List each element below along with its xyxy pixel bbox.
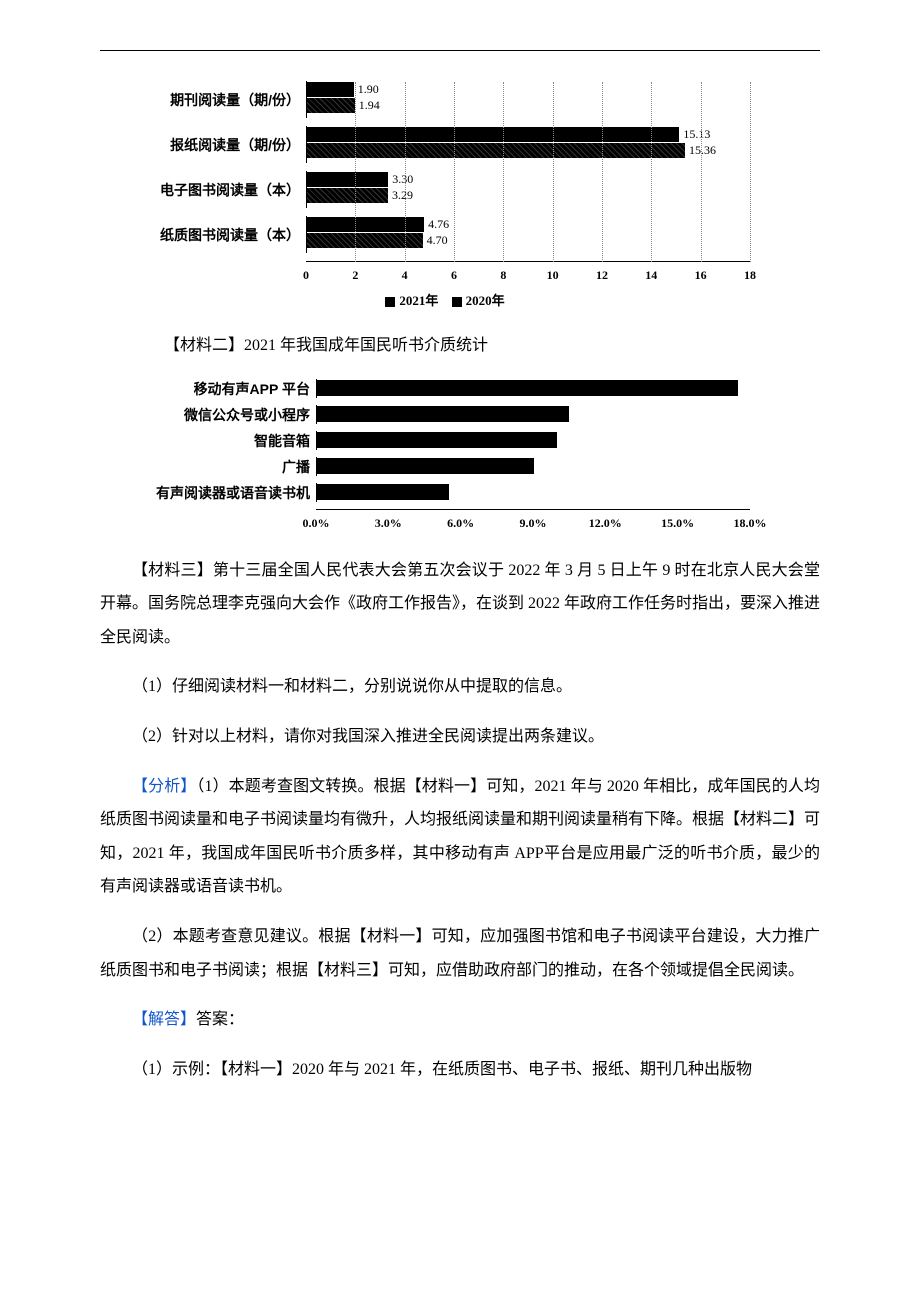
chart1-bar-3-2021: 4.76 <box>307 217 424 232</box>
header-rule <box>100 50 820 51</box>
chart1-cat-3: 纸质图书阅读量（本） <box>130 225 306 245</box>
material3-text: 【材料三】第十三届全国人民代表大会第五次会议于 2022 年 3 月 5 日上午… <box>100 554 820 655</box>
analysis-text-1: （1）本题考查图文转换。根据【材料一】可知，2021 年与 2020 年相比，成… <box>100 778 820 896</box>
chart2-bar-1 <box>317 406 569 422</box>
chart2-bar-3 <box>317 458 534 474</box>
chart2-listening-media: 移动有声APP 平台 微信公众号或小程序 智能音箱 广播 有声阅读器或语音读书机… <box>130 379 750 534</box>
document-page: 期刊阅读量（期/份） 1.90 1.94 报纸阅读量（期/份） 15.13 15… <box>0 0 920 1142</box>
text-body: 【材料三】第十三届全国人民代表大会第五次会议于 2022 年 3 月 5 日上午… <box>100 554 820 1087</box>
chart1-legend: 2021年 2020年 <box>130 290 750 309</box>
chart2-bar-4 <box>317 484 449 500</box>
chart1-cat-0: 期刊阅读量（期/份） <box>130 90 306 110</box>
chart1-bar-1-2021: 15.13 <box>307 127 679 142</box>
chart1-bar-2-2020: 3.29 <box>307 188 388 203</box>
chart1-bars: 期刊阅读量（期/份） 1.90 1.94 报纸阅读量（期/份） 15.13 15… <box>130 81 750 309</box>
chart2-x-axis: 0.0% 3.0% 6.0% 9.0% 12.0% 15.0% 18.0% <box>316 509 750 534</box>
chart2-bar-0 <box>317 380 738 396</box>
material2-title: 【材料二】2021 年我国成年国民听书介质统计 <box>100 329 820 363</box>
chart1-bar-1-2020: 15.36 <box>307 143 685 158</box>
analysis-label: 【分析】 <box>132 778 196 795</box>
question-2: （2）针对以上材料，请你对我国深入推进全民阅读提出两条建议。 <box>100 720 820 754</box>
chart1-bar-3-2020: 4.70 <box>307 233 423 248</box>
analysis-para-2: （2）本题考查意见建议。根据【材料一】可知，应加强图书馆和电子书阅读平台建设，大… <box>100 920 820 987</box>
chart1-x-axis: 0 2 4 6 8 10 12 14 16 18 <box>306 261 750 286</box>
answer-1: （1）示例：【材料一】2020 年与 2021 年，在纸质图书、电子书、报纸、期… <box>100 1053 820 1087</box>
question-1: （1）仔细阅读材料一和材料二，分别说说你从中提取的信息。 <box>100 670 820 704</box>
chart1-row-2: 电子图书阅读量（本） 3.30 3.29 <box>130 171 750 208</box>
chart1-row-1: 报纸阅读量（期/份） 15.13 15.36 <box>130 126 750 163</box>
answer-label: 【解答】 <box>132 1011 196 1028</box>
chart1-bar-0-2020: 1.94 <box>307 98 355 113</box>
answer-suffix: 答案： <box>196 1011 244 1028</box>
chart2-bar-2 <box>317 432 557 448</box>
chart1-reading-volume: 期刊阅读量（期/份） 1.90 1.94 报纸阅读量（期/份） 15.13 15… <box>130 81 750 309</box>
legend-box-icon <box>452 297 462 307</box>
legend-box-icon <box>385 297 395 307</box>
chart1-bar-2-2021: 3.30 <box>307 172 388 187</box>
chart1-row-0: 期刊阅读量（期/份） 1.90 1.94 <box>130 81 750 118</box>
chart1-cat-1: 报纸阅读量（期/份） <box>130 135 306 155</box>
answer-label-line: 【解答】答案： <box>100 1003 820 1037</box>
chart1-cat-2: 电子图书阅读量（本） <box>130 180 306 200</box>
chart1-bar-0-2021: 1.90 <box>307 82 354 97</box>
chart1-row-3: 纸质图书阅读量（本） 4.76 4.70 <box>130 216 750 253</box>
analysis-para-1: 【分析】（1）本题考查图文转换。根据【材料一】可知，2021 年与 2020 年… <box>100 770 820 904</box>
chart2-bars: 移动有声APP 平台 微信公众号或小程序 智能音箱 广播 有声阅读器或语音读书机… <box>130 379 750 534</box>
